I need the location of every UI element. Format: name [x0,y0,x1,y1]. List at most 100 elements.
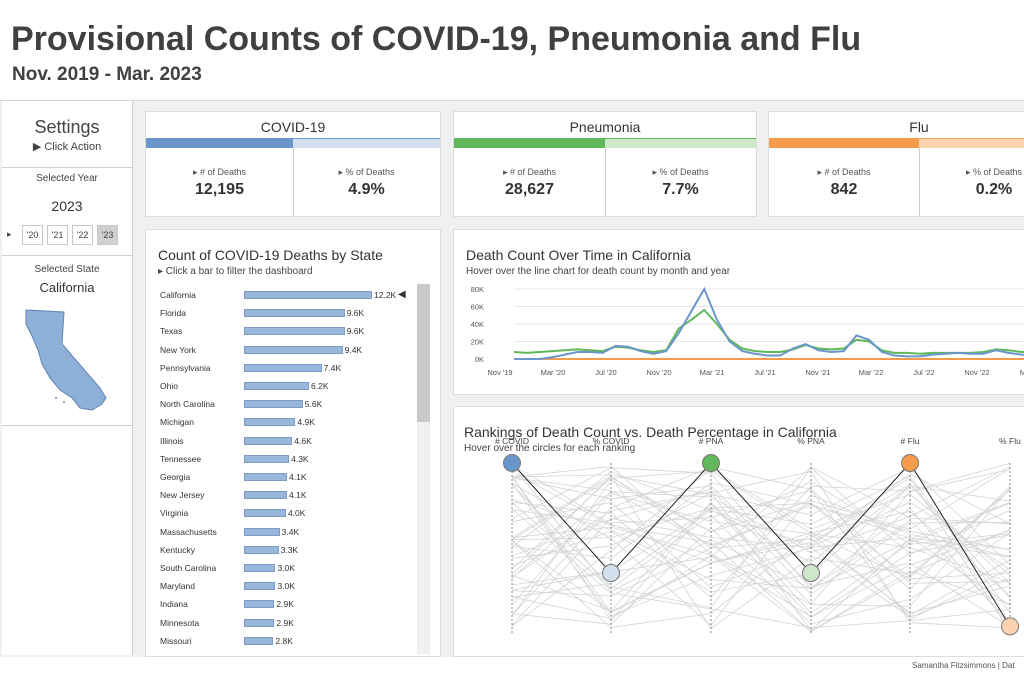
rank-state-line[interactable] [511,471,1011,629]
state-label[interactable]: Kentucky [160,544,195,555]
state-label[interactable]: California [160,290,196,300]
state-label[interactable]: Missouri [160,635,192,646]
state-bar[interactable] [244,545,279,554]
kpi-pct-label[interactable]: ▸ % of Deaths [965,167,1023,177]
state-bar[interactable] [244,400,303,409]
rank-state-line[interactable] [511,475,1011,629]
state-label[interactable]: Georgia [160,472,191,482]
state-bar[interactable] [244,291,372,299]
state-label[interactable]: Florida [160,308,186,319]
state-bar[interactable] [244,636,274,645]
rank-state-line[interactable] [511,477,1011,551]
state-label[interactable]: Ohio [160,381,178,391]
rank-state-line[interactable] [511,466,1011,616]
kpi-count-label[interactable]: ▸ # of Deaths [817,167,871,177]
state-label[interactable]: Michigan [160,417,195,428]
state-label[interactable]: Virginia [160,508,189,519]
state-bar[interactable] [244,327,345,336]
state-bar[interactable] [244,618,275,627]
kpi-pct-label[interactable]: ▸ % of Deaths [652,167,709,177]
state-bar[interactable] [244,454,290,463]
state-bar[interactable] [244,382,310,390]
state-chart-subtitle[interactable]: ▸ Click a bar to filter the dashboard [158,266,313,277]
california-map-icon[interactable] [20,306,124,416]
state-label[interactable]: Tennessee [160,453,202,464]
rank-state-line[interactable] [511,483,1011,627]
rank-state-line[interactable] [511,492,1011,616]
rank-state-line[interactable] [511,469,1011,612]
state-bar[interactable] [244,309,345,318]
rank-circle[interactable] [802,564,820,582]
state-bar[interactable] [244,363,322,372]
state-bar[interactable] [244,582,276,591]
year-button-2022[interactable]: '22 [72,225,93,245]
rank-state-line[interactable] [511,555,1011,632]
kpi-count-label[interactable]: ▸ # of Deaths [502,167,557,177]
state-label[interactable]: South Carolina [160,563,217,573]
rank-state-line[interactable] [511,499,1011,626]
rank-state-line[interactable] [511,468,1011,627]
state-label[interactable]: Illinois [160,435,184,446]
rank-state-line[interactable] [511,508,1011,629]
rank-state-line[interactable] [511,477,1011,570]
state-label[interactable]: New Jersey [160,490,205,501]
rank-state-line[interactable] [511,538,1011,614]
rank-state-line[interactable] [511,502,1011,618]
rank-state-line[interactable] [511,485,1011,593]
state-label[interactable]: Minnesota [160,617,200,628]
rank-state-line[interactable] [511,527,1011,625]
rank-circle[interactable] [1001,617,1019,636]
state-label[interactable]: North Carolina [160,399,215,410]
state-label[interactable]: Indiana [160,599,188,610]
state-bar[interactable] [244,600,275,609]
state-bar[interactable] [244,345,343,354]
rank-state-line[interactable] [511,476,1011,613]
state-label[interactable]: New York [160,344,196,355]
rank-state-line[interactable] [511,467,1011,609]
year-button-2023[interactable]: '23 [97,225,118,245]
rank-state-line[interactable] [511,464,1011,622]
state-bar[interactable] [244,564,276,572]
state-label[interactable]: Texas [160,326,183,337]
rank-circle[interactable] [901,454,919,472]
rank-state-line[interactable] [511,471,1011,632]
rank-state-line[interactable] [511,489,1011,620]
state-bar-value: 9.4K [344,344,363,355]
year-button-2021[interactable]: '21 [47,225,68,245]
state-bar[interactable] [244,527,280,536]
rank-state-line[interactable] [511,526,1011,618]
rank-state-line[interactable] [511,485,1011,590]
scrollbar-thumb[interactable] [417,284,430,422]
rank-state-line[interactable] [511,517,1011,626]
line-chart[interactable]: 0K 20K 40K 60K 80K Nov '19 Mar '20 Jul '20 Nov '… [454,230,1024,394]
line-chart-series[interactable] [514,286,1024,360]
kpi-count-label[interactable]: ▸ # of Deaths [192,167,247,177]
rank-state-line[interactable] [511,476,1011,622]
rank-state-line[interactable] [511,501,1011,588]
rank-state-line[interactable] [511,467,1011,590]
state-bar[interactable] [244,436,293,445]
state-bar[interactable] [244,509,286,518]
rank-state-line[interactable] [511,484,1011,598]
state-bar[interactable] [244,491,288,500]
kpi-pct-label[interactable]: ▸ % of Deaths [338,167,395,177]
line-chart-series[interactable] [513,308,1024,355]
rank-state-line[interactable] [511,533,1011,628]
rank-state-line[interactable] [511,467,1011,566]
click-action-toggle[interactable]: ▶ Click Action [32,141,102,153]
state-label[interactable]: Maryland [160,581,195,592]
rank-state-line[interactable] [511,482,1011,559]
rank-circle[interactable] [702,454,720,472]
rank-state-line[interactable] [511,468,1011,617]
state-bar[interactable] [244,418,296,427]
rank-circle[interactable] [602,564,620,582]
rank-circle[interactable] [503,454,521,472]
year-button-2020[interactable]: '20 [22,225,43,245]
rank-chart[interactable]: # COVID % COVID # PNA % PNA # Flu % Flu [454,407,1024,656]
state-label[interactable]: Massachusetts [160,526,217,537]
scrollbar-track[interactable] [417,284,430,654]
rank-state-line[interactable] [511,466,1011,607]
state-label[interactable]: Pennsylvania [160,362,211,373]
state-bar[interactable] [244,473,288,481]
rank-state-line[interactable] [511,471,1011,548]
